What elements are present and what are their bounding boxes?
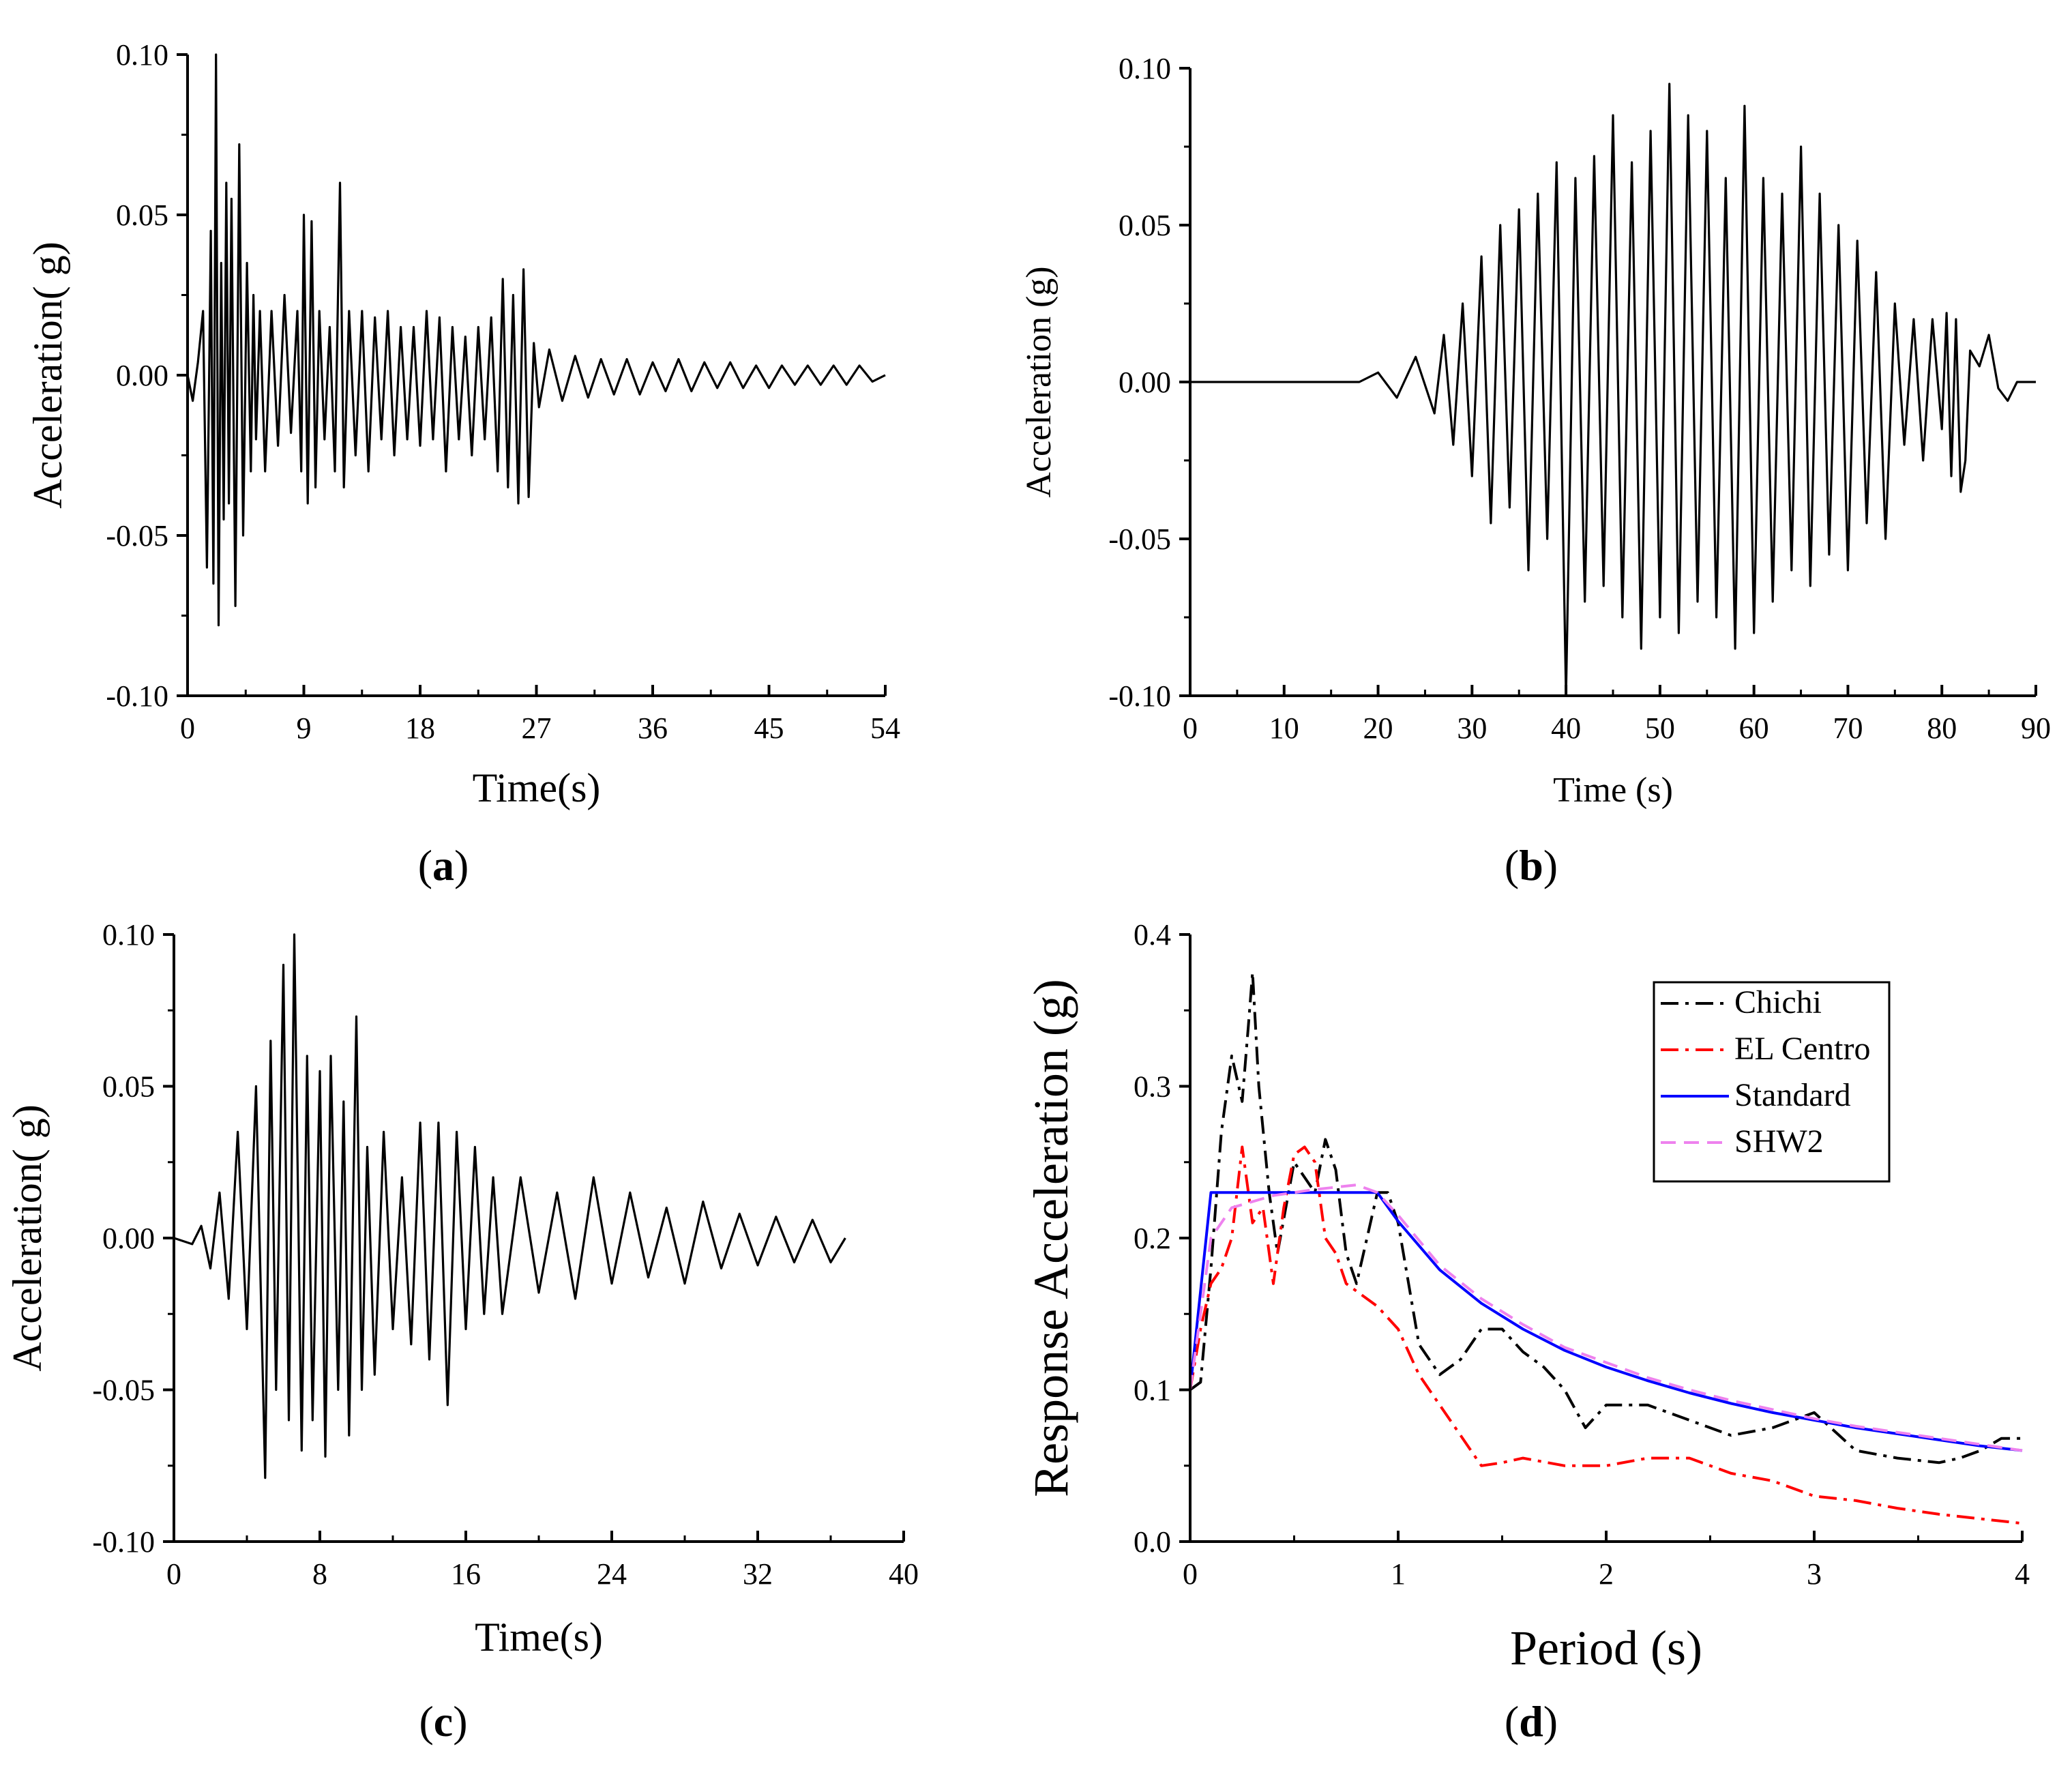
x-tick-label-c: 16 [451, 1557, 481, 1591]
x-tick-label-b: 20 [1363, 711, 1393, 745]
chart-a: 0 9 18 27 36 45 54 -0.10 -0.05 0.00 0.05 0.10 Time(s… [25, 38, 900, 810]
y-tick-label-d: 0.2 [1134, 1222, 1171, 1255]
x-tick-label-b: 0 [1183, 711, 1198, 745]
panel-label-b: (b) [1505, 841, 1558, 889]
x-tick-label-b: 50 [1645, 711, 1675, 745]
x-tick-label-b: 60 [1739, 711, 1769, 745]
x-axis-title-d: Period (s) [1510, 1621, 1702, 1675]
x-tick-label-b: 70 [1833, 711, 1863, 745]
y-tick-label-d: 0.1 [1134, 1374, 1171, 1407]
x-tick-label-c: 32 [743, 1557, 773, 1591]
x-tick-label-d: 4 [2015, 1557, 2030, 1591]
x-tick-label-c: 40 [889, 1557, 919, 1591]
panel-label-c: (c) [419, 1697, 467, 1746]
x-tick-label-c: 24 [597, 1557, 627, 1591]
x-tick-label-a: 0 [180, 711, 195, 745]
x-tick-label-a: 27 [522, 711, 552, 745]
chart-b: 0 10 20 30 40 50 60 70 80 90 -0.10 -0.05 0.00 0.05 0.1… [1020, 52, 2051, 810]
x-tick-label-d: 0 [1183, 1557, 1198, 1591]
x-tick-label-c: 0 [166, 1557, 181, 1591]
x-tick-label-d: 3 [1807, 1557, 1822, 1591]
series-line-d-el-centro [1189, 1145, 2023, 1525]
x-tick-label-b: 90 [2021, 711, 2051, 745]
x-tick-label-d: 1 [1391, 1557, 1406, 1591]
x-axis-title-b: Time (s) [1553, 771, 1673, 810]
series-line-d-shw2 [1189, 1183, 2023, 1452]
chart-c: 0 8 16 24 32 40 -0.10 -0.05 0.00 0.05 0.10 Time(s) A… [5, 918, 919, 1660]
x-axis-title-c: Time(s) [475, 1615, 603, 1660]
legend-box-d [1653, 981, 1891, 1183]
panel-label-a: (a) [418, 841, 469, 889]
y-axis-title-c: Acceleration( g) [5, 1104, 50, 1371]
y-tick-label-b: 0.00 [1119, 366, 1171, 399]
x-tick-label-a: 54 [870, 711, 900, 745]
y-tick-label-a: 0.05 [116, 198, 168, 232]
legend-label-standard: Standard [1734, 1077, 1851, 1113]
y-tick-label-b: -0.10 [1108, 679, 1171, 713]
x-tick-label-a: 45 [754, 711, 784, 745]
legend-label-chichi: Chichi [1734, 984, 1822, 1020]
y-tick-label-b: 0.10 [1119, 52, 1171, 85]
y-tick-label-b: 0.05 [1119, 209, 1171, 242]
x-axis-title-a: Time(s) [473, 765, 601, 810]
y-tick-label-c: 0.10 [102, 918, 155, 952]
y-tick-label-c: -0.05 [92, 1374, 155, 1407]
x-tick-label-d: 2 [1599, 1557, 1614, 1591]
legend-label-el-centro: EL Centro [1734, 1031, 1871, 1067]
y-axis-title-d: Response Acceleration (g) [1024, 979, 1078, 1497]
panel-label-d: (d) [1505, 1697, 1558, 1746]
x-tick-label-b: 10 [1269, 711, 1299, 745]
x-tick-label-a: 36 [638, 711, 668, 745]
y-tick-label-a: -0.10 [106, 679, 168, 713]
y-tick-label-a: -0.05 [106, 519, 168, 553]
series-line-a-acceleration [186, 53, 886, 627]
x-tick-label-b: 30 [1457, 711, 1487, 745]
y-tick-label-b: -0.05 [1108, 523, 1171, 556]
x-tick-label-b: 80 [1927, 711, 1957, 745]
legend-label-shw2: SHW2 [1734, 1123, 1824, 1160]
x-tick-label-b: 40 [1551, 711, 1581, 745]
x-tick-label-a: 18 [405, 711, 435, 745]
y-tick-label-c: 0.00 [102, 1222, 155, 1255]
y-tick-label-c: 0.05 [102, 1070, 155, 1104]
chart-d: 0 1 2 3 4 0.0 0.1 0.2 0.3 0.4 Period (s) Response A… [1024, 918, 2030, 1675]
series-line-b-acceleration [1190, 83, 2036, 697]
y-tick-label-d: 0.3 [1134, 1070, 1171, 1104]
y-axis-title-a: Acceleration( g) [25, 241, 70, 508]
y-axis-title-b: Acceleration (g) [1020, 266, 1059, 497]
y-tick-label-d: 0.0 [1134, 1525, 1171, 1559]
series-line-c-acceleration [173, 933, 846, 1480]
series-line-d-chichi [1189, 971, 2022, 1465]
x-tick-label-c: 8 [312, 1557, 327, 1591]
x-tick-label-a: 9 [297, 711, 312, 745]
y-tick-label-d: 0.4 [1134, 918, 1171, 952]
y-tick-label-c: -0.10 [92, 1525, 155, 1559]
y-tick-label-a: 0.10 [116, 38, 168, 72]
y-tick-label-a: 0.00 [116, 359, 168, 392]
series-line-d-standard [1189, 1191, 2023, 1452]
